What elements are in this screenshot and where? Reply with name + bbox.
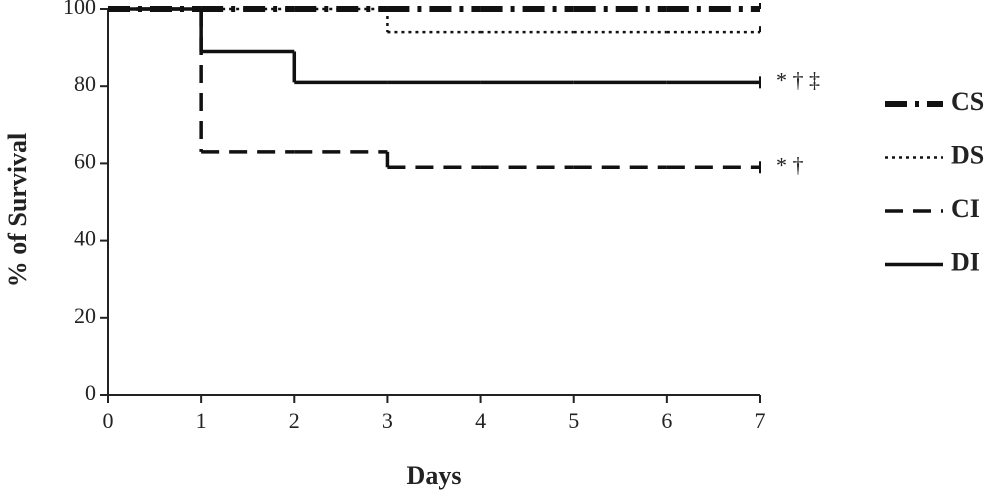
significance-annotation: * † (776, 152, 804, 177)
y-tick-label: 20 (74, 303, 96, 328)
x-tick-label: 0 (103, 408, 114, 433)
legend-label: DI (951, 247, 980, 276)
y-tick-label: 60 (74, 148, 96, 173)
y-tick-label: 100 (63, 0, 96, 19)
significance-annotation: * † ‡ (776, 67, 820, 92)
x-tick-label: 4 (475, 408, 486, 433)
y-tick-label: 80 (74, 71, 96, 96)
x-tick-label: 5 (568, 408, 579, 433)
legend-label: CI (951, 194, 980, 223)
y-tick-label: 40 (74, 226, 96, 251)
x-axis-label: Days (407, 461, 462, 490)
legend-label: DS (951, 140, 984, 169)
y-tick-label: 0 (85, 380, 96, 405)
y-axis-label: % of Survival (3, 133, 32, 288)
x-tick-label: 3 (382, 408, 393, 433)
x-tick-label: 6 (661, 408, 672, 433)
x-tick-label: 1 (196, 408, 207, 433)
x-tick-label: 7 (755, 408, 766, 433)
legend-label: CS (951, 87, 984, 116)
x-tick-label: 2 (289, 408, 300, 433)
